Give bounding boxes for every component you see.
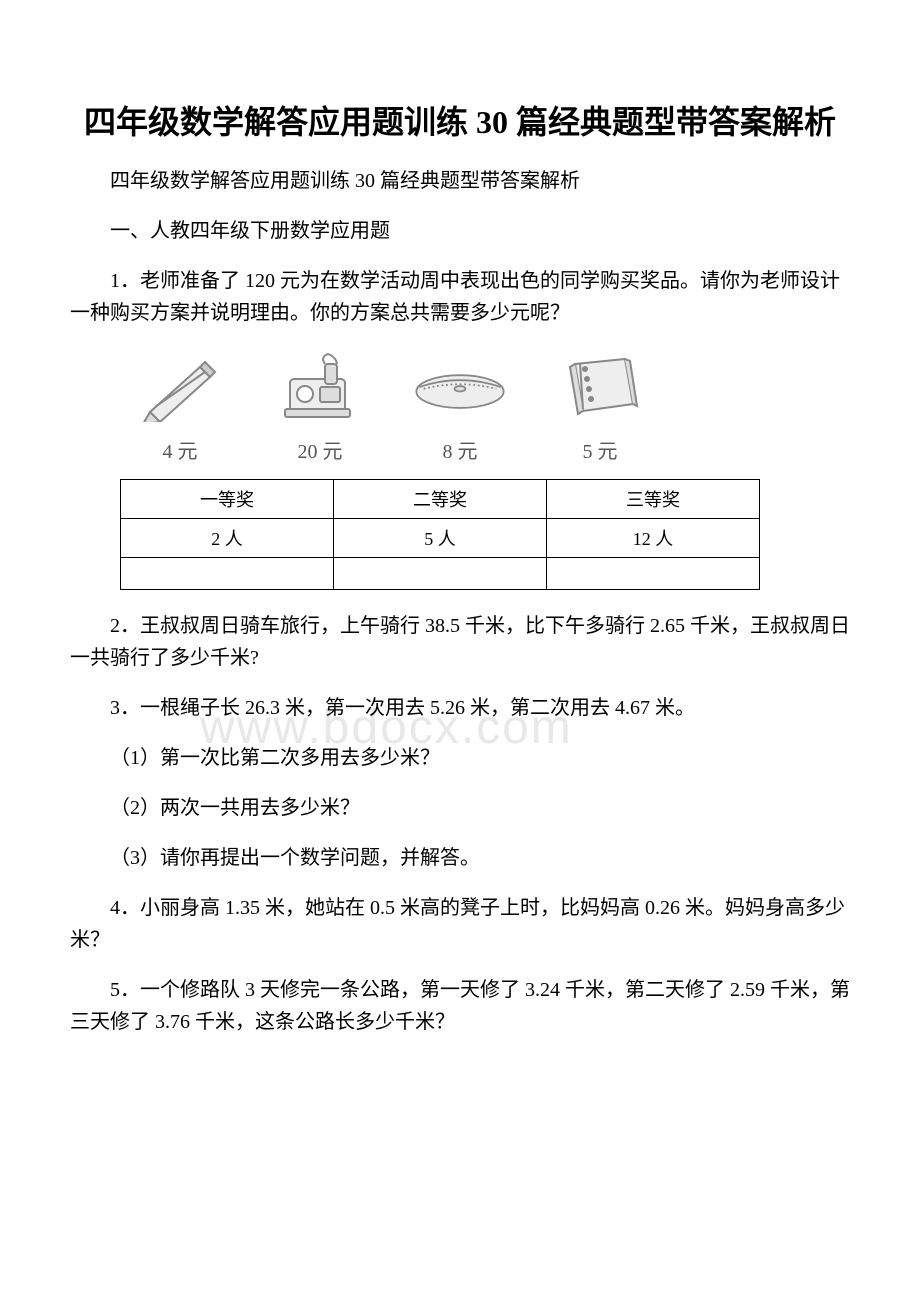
- table-cell: 三等奖: [547, 479, 760, 518]
- page-title: 四年级数学解答应用题训练 30 篇经典题型带答案解析: [70, 100, 850, 145]
- table-cell: [334, 557, 547, 589]
- table-row: [121, 557, 760, 589]
- table-cell: 5 人: [334, 518, 547, 557]
- item-price-label: 4 元: [163, 435, 198, 464]
- problem-3: 3．一根绳子长 26.3 米，第一次用去 5.26 米，第二次用去 4.67 米…: [70, 692, 850, 724]
- table-cell: [547, 557, 760, 589]
- shop-items-row: 4 元 20 元: [130, 347, 850, 464]
- item-price-label: 8 元: [443, 435, 478, 464]
- pencil-icon: [130, 347, 230, 427]
- table-cell: [121, 557, 334, 589]
- prize-table: 一等奖 二等奖 三等奖 2 人 5 人 12 人: [120, 479, 760, 590]
- problem-2: 2．王叔叔周日骑车旅行，上午骑行 38.5 千米，比下午多骑行 2.65 千米，…: [70, 610, 850, 674]
- pencil-case-icon: [410, 347, 510, 427]
- problem-3-1: （1）第一次比第二次多用去多少米？: [70, 742, 850, 774]
- notebook-icon: [550, 347, 650, 427]
- shop-item-notebook: 5 元: [550, 347, 650, 464]
- shop-item-pencil: 4 元: [130, 347, 230, 464]
- problem-4: 4．小丽身高 1.35 米，她站在 0.5 米高的凳子上时，比妈妈高 0.26 …: [70, 892, 850, 956]
- subtitle-text: 四年级数学解答应用题训练 30 篇经典题型带答案解析: [70, 165, 850, 197]
- sharpener-icon: [270, 347, 370, 427]
- problem-3-2: （2）两次一共用去多少米？: [70, 792, 850, 824]
- table-row: 一等奖 二等奖 三等奖: [121, 479, 760, 518]
- table-cell: 二等奖: [334, 479, 547, 518]
- item-price-label: 20 元: [298, 435, 343, 464]
- problem-3-3: （3）请你再提出一个数学问题，并解答。: [70, 842, 850, 874]
- table-cell: 12 人: [547, 518, 760, 557]
- table-row: 2 人 5 人 12 人: [121, 518, 760, 557]
- item-price-label: 5 元: [583, 435, 618, 464]
- shop-item-sharpener: 20 元: [270, 347, 370, 464]
- table-cell: 一等奖: [121, 479, 334, 518]
- problem-1: 1．老师准备了 120 元为在数学活动周中表现出色的同学购买奖品。请你为老师设计…: [70, 265, 850, 329]
- table-cell: 2 人: [121, 518, 334, 557]
- section-header: 一、人教四年级下册数学应用题: [70, 215, 850, 247]
- problem-5: 5．一个修路队 3 天修完一条公路，第一天修了 3.24 千米，第二天修了 2.…: [70, 974, 850, 1038]
- shop-item-pencil-case: 8 元: [410, 347, 510, 464]
